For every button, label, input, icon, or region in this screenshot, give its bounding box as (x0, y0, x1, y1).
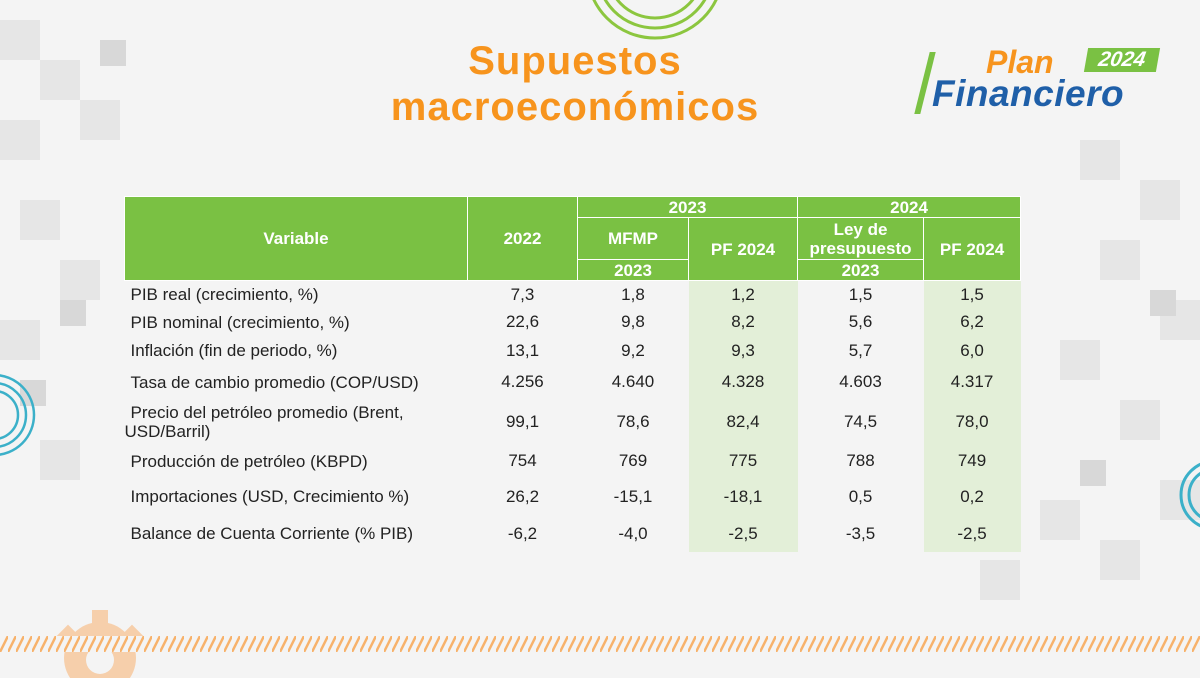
table-row: Tasa de cambio promedio (COP/USD) 4.256 … (125, 365, 1021, 399)
table-row: Balance de Cuenta Corriente (% PIB) -6,2… (125, 515, 1021, 552)
cell-pf2024: 6,2 (923, 308, 1021, 336)
header-mfmp-year: 2023 (577, 259, 689, 281)
cell-ley: -3,5 (845, 523, 876, 543)
cell-2022: 7,3 (510, 284, 535, 304)
cell-pf2023: 82,4 (688, 398, 798, 445)
cell-ley: 5,6 (848, 312, 873, 331)
cell-pf2024: 0,2 (923, 477, 1021, 516)
cell-mfmp: 1,8 (621, 284, 645, 304)
cell-2022: 4.256 (501, 372, 544, 391)
logo-year-badge: 2024 (1083, 48, 1161, 72)
title-line-2: macroeconómicos (390, 85, 760, 129)
cell-mfmp: 769 (618, 451, 648, 470)
header-mfmp: MFMP (577, 217, 689, 260)
plan-financiero-logo: Plan 2024 Financiero (914, 44, 1172, 116)
macro-assumptions-table: Variable 2022 2023 2024 MFMP PF 2024 Ley… (124, 196, 1022, 552)
logo-word-plan: Plan (986, 44, 1054, 80)
header-ley-presupuesto: Ley de presupuesto (797, 217, 925, 260)
cell-mfmp: -4,0 (618, 523, 648, 543)
header-2022: 2022 (467, 196, 578, 281)
page-title: Supuestos macroeconómicos (330, 38, 820, 130)
cell-pf2024: 78,0 (923, 398, 1021, 445)
cell-pf2023: 775 (688, 444, 798, 478)
cell-2022: 754 (508, 451, 537, 470)
cell-ley: 74,5 (843, 411, 878, 431)
table-row: Inflación (fin de periodo, %) 13,1 9,2 9… (125, 335, 1021, 366)
cell-variable: PIB nominal (crecimiento, %) (130, 312, 350, 332)
cell-mfmp: 9,2 (621, 340, 645, 360)
cell-variable: Balance de Cuenta Corriente (% PIB) (130, 524, 414, 543)
cell-variable-line2: USD/Barril) (124, 421, 211, 441)
cell-variable: Producción de petróleo (KBPD) (130, 451, 368, 471)
cell-variable: Importaciones (USD, Crecimiento %) (130, 487, 410, 506)
table-row: PIB real (crecimiento, %) 7,3 1,8 1,2 1,… (125, 280, 1021, 309)
cell-mfmp: 9,8 (621, 312, 645, 331)
cell-2022: 13,1 (505, 340, 540, 360)
title-line-1: Supuestos (468, 39, 682, 83)
cell-pf2023: 4.328 (688, 365, 798, 399)
cell-pf2024: 4.317 (923, 365, 1021, 399)
cell-variable: Precio del petróleo promedio (Brent, USD… (125, 399, 468, 445)
cell-variable: Tasa de cambio promedio (COP/USD) (130, 372, 419, 392)
cell-ley: 1,5 (848, 284, 873, 304)
cell-pf2024: 6,0 (923, 335, 1021, 366)
cell-pf2023: 8,2 (688, 308, 798, 336)
header-pf2024-2024: PF 2024 (923, 217, 1022, 281)
table-row: Producción de petróleo (KBPD) 754 769 77… (125, 444, 1021, 478)
header-ley-year: 2023 (797, 259, 925, 281)
cell-ley: 4.603 (839, 372, 882, 391)
cell-variable: PIB real (crecimiento, %) (130, 285, 319, 305)
cell-variable-line1: Precio del petróleo promedio (Brent, (130, 402, 404, 422)
cell-pf2023: -2,5 (688, 515, 798, 552)
cell-2022: -6,2 (507, 523, 538, 543)
decorative-stripe (0, 636, 1200, 652)
cell-pf2023: -18,1 (688, 477, 798, 516)
header-ley-line1: Ley de (833, 219, 888, 239)
header-group-2023: 2023 (576, 196, 799, 218)
cell-variable: Inflación (fin de periodo, %) (130, 341, 338, 360)
header-variable: Variable (124, 196, 468, 281)
cell-ley: 5,7 (848, 340, 873, 360)
cell-mfmp: 4.640 (611, 372, 655, 391)
header-group-2024: 2024 (797, 196, 1022, 218)
header-ley-line2: presupuesto (809, 238, 912, 258)
cell-pf2023: 1,2 (688, 280, 798, 309)
logo-word-financiero: Financiero (932, 73, 1125, 114)
table-row: Precio del petróleo promedio (Brent, USD… (125, 398, 1021, 445)
cell-mfmp: -15,1 (613, 486, 653, 506)
table-row: Importaciones (USD, Crecimiento %) 26,2 … (125, 477, 1021, 516)
cell-pf2024: -2,5 (923, 515, 1021, 552)
table-row: PIB nominal (crecimiento, %) 22,6 9,8 8,… (125, 308, 1021, 336)
cell-pf2023: 9,3 (688, 335, 798, 366)
cell-pf2024: 1,5 (923, 280, 1021, 309)
cell-2022: 26,2 (505, 486, 540, 506)
cell-2022: 22,6 (505, 312, 540, 331)
gear-icon (56, 610, 144, 678)
cell-ley: 0,5 (848, 486, 873, 506)
cell-2022: 99,1 (505, 411, 540, 431)
cell-mfmp: 78,6 (616, 411, 650, 431)
cell-pf2024: 749 (923, 444, 1021, 478)
header-pf2024-2023: PF 2024 (687, 217, 799, 281)
cell-ley: 788 (846, 451, 875, 470)
